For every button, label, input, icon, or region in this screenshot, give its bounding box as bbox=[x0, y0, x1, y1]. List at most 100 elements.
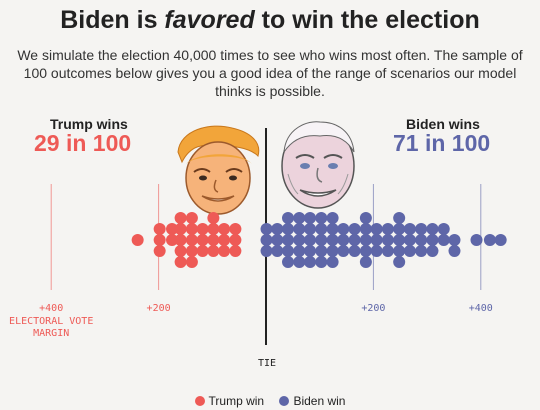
axis-title-line2: MARGIN bbox=[33, 328, 69, 339]
trump-outcome-dot bbox=[218, 245, 231, 257]
trump-outcome-dot bbox=[174, 234, 187, 246]
biden-outcome-dot bbox=[282, 245, 295, 257]
trump-wins-count: 29 in 100 bbox=[34, 130, 132, 156]
biden-outcome-dot bbox=[348, 234, 361, 246]
trump-outcome-dot bbox=[185, 223, 198, 235]
biden-outcome-dot bbox=[282, 234, 295, 246]
trump-outcome-dot bbox=[174, 212, 187, 224]
trump-outcome-dot bbox=[207, 234, 220, 246]
trump-outcome-dot bbox=[166, 223, 179, 235]
trump-outcome-dot bbox=[153, 223, 166, 235]
biden-outcome-dot bbox=[293, 223, 306, 235]
biden-outcome-dot bbox=[359, 256, 372, 268]
biden-outcome-dot bbox=[393, 223, 406, 235]
trump-outcome-dot bbox=[229, 234, 242, 246]
biden-outcome-dot bbox=[483, 234, 496, 246]
trump-outcome-dot bbox=[185, 256, 198, 268]
biden-outcome-dot bbox=[494, 234, 507, 246]
trump-outcome-dot bbox=[218, 234, 231, 246]
axis-title-line1: ELECTORAL VOTE bbox=[9, 316, 93, 327]
trump-outcome-dot bbox=[153, 234, 166, 246]
biden-portrait-icon bbox=[281, 121, 355, 209]
biden-outcome-dot bbox=[326, 223, 339, 235]
trump-outcome-dot bbox=[153, 245, 166, 257]
subtitle: We simulate the election 40,000 times to… bbox=[17, 47, 523, 99]
biden-outcome-dot bbox=[370, 223, 383, 235]
trump-outcome-dot bbox=[185, 212, 198, 224]
biden-outcome-dot bbox=[470, 234, 483, 246]
biden-outcome-dot bbox=[326, 256, 339, 268]
biden-outcome-dot bbox=[370, 245, 383, 257]
trump-outcome-dot bbox=[207, 245, 220, 257]
biden-win-swatch bbox=[279, 396, 290, 406]
trump-outcome-dot bbox=[218, 223, 231, 235]
biden-outcome-dot bbox=[393, 245, 406, 257]
biden-outcome-dot bbox=[260, 234, 273, 246]
biden-outcome-dot bbox=[304, 256, 317, 268]
biden-outcome-dot bbox=[304, 245, 317, 257]
biden-outcome-dot bbox=[337, 245, 350, 257]
biden-outcome-dot bbox=[359, 223, 372, 235]
biden-outcome-dot bbox=[271, 245, 284, 257]
biden-outcome-dot bbox=[426, 245, 439, 257]
biden-outcome-dot bbox=[403, 245, 416, 257]
biden-outcome-dot bbox=[426, 223, 439, 235]
biden-outcome-dot bbox=[359, 245, 372, 257]
trump-outcome-dot bbox=[185, 245, 198, 257]
biden-outcome-dot bbox=[415, 223, 428, 235]
biden-outcome-dot bbox=[415, 245, 428, 257]
biden-outcome-dot bbox=[315, 245, 328, 257]
biden-outcome-dot bbox=[326, 245, 339, 257]
legend-label-trump: Trump win bbox=[208, 394, 265, 408]
trump-portrait-icon bbox=[177, 125, 260, 215]
biden-outcome-dot bbox=[304, 212, 317, 224]
biden-outcome-dot bbox=[437, 234, 450, 246]
legend: Trump win Biden win bbox=[0, 394, 540, 408]
biden-outcome-dot bbox=[293, 256, 306, 268]
biden-outcome-dot bbox=[282, 223, 295, 235]
biden-outcome-dot bbox=[381, 245, 394, 257]
trump-outcome-dot bbox=[196, 223, 209, 235]
biden-outcome-dot bbox=[381, 223, 394, 235]
trump-outcome-dot bbox=[196, 234, 209, 246]
biden-outcome-dot bbox=[260, 245, 273, 257]
headline-emphasis: favored bbox=[164, 6, 255, 34]
biden-outcome-dot bbox=[393, 256, 406, 268]
biden-outcome-dot bbox=[370, 234, 383, 246]
biden-outcome-dot bbox=[293, 234, 306, 246]
biden-outcome-dot bbox=[304, 234, 317, 246]
biden-outcome-dot bbox=[293, 245, 306, 257]
biden-outcome-dot bbox=[337, 223, 350, 235]
biden-outcome-dot bbox=[437, 223, 450, 235]
biden-outcome-dot bbox=[348, 245, 361, 257]
biden-outcome-dot bbox=[282, 256, 295, 268]
biden-outcome-dot bbox=[337, 234, 350, 246]
headline-text-end: to win the election bbox=[254, 6, 480, 34]
trump-outcome-dot bbox=[166, 234, 179, 246]
trump-outcome-dot bbox=[196, 245, 209, 257]
biden-outcome-dot bbox=[381, 234, 394, 246]
tick-label-biden-200: +200 bbox=[361, 303, 385, 314]
biden-outcome-dot bbox=[348, 223, 361, 235]
biden-outcome-dot bbox=[282, 212, 295, 224]
trump-outcome-dot bbox=[174, 223, 187, 235]
biden-outcome-dot bbox=[315, 223, 328, 235]
biden-outcome-dot bbox=[393, 234, 406, 246]
trump-outcome-dot bbox=[207, 212, 220, 224]
biden-outcome-dot bbox=[326, 212, 339, 224]
biden-outcome-dot bbox=[315, 212, 328, 224]
biden-outcome-dot bbox=[426, 234, 439, 246]
biden-outcome-dot bbox=[359, 212, 372, 224]
biden-outcome-dot bbox=[271, 223, 284, 235]
biden-outcome-dot bbox=[415, 234, 428, 246]
biden-outcome-dot bbox=[271, 234, 284, 246]
biden-outcome-dot bbox=[448, 234, 461, 246]
biden-outcome-dot bbox=[326, 234, 339, 246]
trump-win-swatch bbox=[194, 396, 205, 406]
biden-outcome-dot bbox=[260, 223, 273, 235]
headline: Biden is favored to win the election bbox=[0, 6, 540, 35]
legend-label-biden: Biden win bbox=[293, 394, 346, 408]
biden-outcome-dot bbox=[448, 245, 461, 257]
biden-wins-count: 71 in 100 bbox=[393, 130, 491, 156]
